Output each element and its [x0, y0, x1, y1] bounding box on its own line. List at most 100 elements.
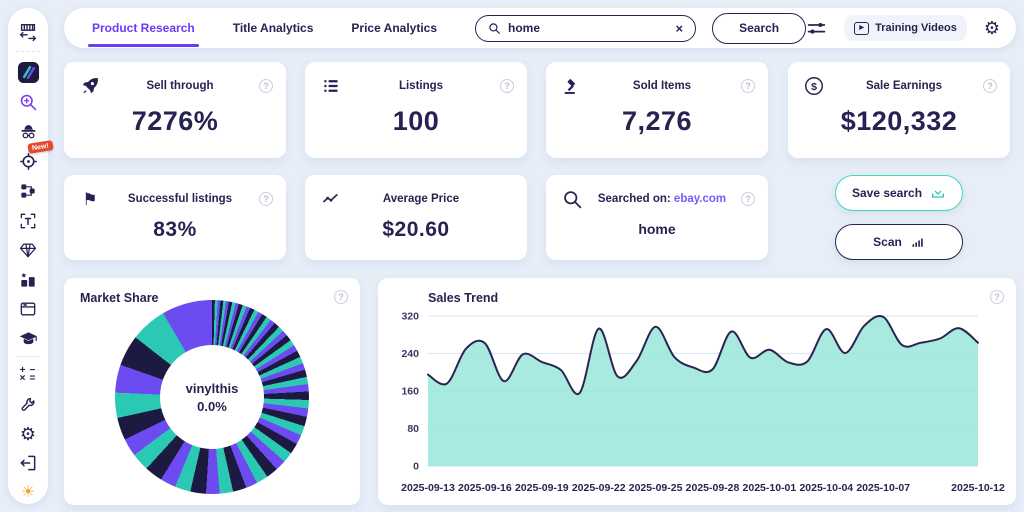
- sales-trend-card: Sales Trend 0 80 160 240 320 2025-09-13 2025-0…: [378, 278, 1016, 505]
- topbar: Product Research Title Analytics Price A…: [64, 8, 1016, 48]
- donut-center-value: 0.0%: [197, 398, 227, 414]
- topbar-right: ▶ Training Videos ⚙: [806, 15, 1000, 41]
- training-videos-label: Training Videos: [875, 22, 957, 34]
- bar-signal-icon: [910, 235, 925, 250]
- target-icon[interactable]: New!: [16, 140, 54, 172]
- trend-icon: [320, 188, 342, 210]
- stat-title: Average Price: [382, 193, 460, 205]
- stat-card-average-price: Average Price $20.60: [305, 175, 527, 260]
- storefront-expand-icon[interactable]: [16, 21, 40, 43]
- sales-trend-title: Sales Trend: [428, 291, 499, 305]
- donut-center-label: vinylthis: [185, 380, 239, 396]
- help-icon[interactable]: [500, 79, 514, 93]
- svg-text:2025-10-07: 2025-10-07: [856, 482, 910, 494]
- settings-icon[interactable]: ⚙: [19, 423, 37, 444]
- magnifier-icon: [561, 188, 583, 210]
- product-research-icon[interactable]: [16, 91, 40, 113]
- settings-gear-icon[interactable]: ⚙: [983, 18, 1000, 38]
- svg-text:2025-09-28: 2025-09-28: [686, 482, 740, 494]
- logout-icon[interactable]: [16, 452, 40, 474]
- svg-text:2025-09-25: 2025-09-25: [629, 482, 683, 494]
- svg-text:240: 240: [401, 348, 419, 360]
- ebay-link[interactable]: ebay.com: [673, 193, 727, 205]
- search-value: home: [508, 21, 541, 35]
- calculator-icon[interactable]: + − × =: [19, 364, 37, 384]
- play-icon: ▶: [854, 21, 870, 35]
- rail-divider: [16, 355, 40, 357]
- save-search-label: Save search: [851, 186, 923, 200]
- market-share-donut: vinylthis 0.0%: [115, 300, 309, 494]
- stat-title: Sold Items: [632, 80, 692, 92]
- help-icon[interactable]: [741, 79, 755, 93]
- listings-icon: [320, 75, 342, 97]
- help-icon[interactable]: [259, 79, 273, 93]
- stat-card-listings: Listings 100: [305, 62, 527, 158]
- new-badge: New!: [27, 140, 54, 155]
- save-search-button[interactable]: Save search: [835, 175, 963, 211]
- stat-value: $120,332: [840, 106, 958, 136]
- help-icon[interactable]: [259, 192, 273, 206]
- filters-icon[interactable]: [806, 18, 827, 39]
- svg-text:$: $: [811, 81, 817, 93]
- training-videos-button[interactable]: ▶ Training Videos: [844, 15, 967, 41]
- title-builder-icon[interactable]: [16, 209, 40, 231]
- stat-title: Successful listings: [127, 193, 233, 205]
- save-icon: [930, 185, 946, 201]
- tab-price-analytics[interactable]: Price Analytics: [351, 21, 438, 35]
- svg-text:160: 160: [401, 386, 419, 398]
- theme-sun-icon[interactable]: ☀: [20, 483, 36, 501]
- stat-value: 7276%: [131, 106, 219, 136]
- stat-value: 7,276: [621, 106, 693, 136]
- stat-card-sale-earnings: $ Sale Earnings $120,332: [788, 62, 1010, 158]
- tab-title-analytics[interactable]: Title Analytics: [232, 21, 314, 35]
- best-sellers-icon[interactable]: [16, 268, 40, 290]
- stat-card-successful-listings: ⚑ Successful listings 83%: [64, 175, 286, 260]
- tab-product-research[interactable]: Product Research: [88, 8, 199, 48]
- search-button[interactable]: Search: [712, 12, 807, 44]
- svg-text:2025-09-22: 2025-09-22: [572, 482, 626, 494]
- stat-card-searched-on: Searched on: ebay.com home: [546, 175, 768, 260]
- stat-value: $20.60: [382, 218, 450, 241]
- market-share-card: Market Share vinylthis 0.0%: [64, 278, 360, 505]
- svg-text:0: 0: [413, 461, 419, 473]
- category-flow-icon[interactable]: [16, 180, 40, 202]
- svg-text:2025-10-04: 2025-10-04: [799, 482, 853, 494]
- tools-icon[interactable]: [16, 393, 40, 415]
- market-share-title: Market Share: [80, 291, 159, 305]
- stat-title: Listings: [398, 80, 444, 92]
- stat-title: Searched on: ebay.com: [597, 193, 727, 205]
- stat-card-sold-items: Sold Items 7,276: [546, 62, 768, 158]
- stat-value: home: [638, 221, 676, 237]
- stat-title: Sell through: [146, 80, 214, 92]
- zik-logo[interactable]: [16, 61, 40, 84]
- svg-text:2025-10-01: 2025-10-01: [743, 482, 797, 494]
- stat-card-sell-through: Sell through 7276%: [64, 62, 286, 158]
- search-input[interactable]: home ×: [475, 14, 697, 42]
- competitor-research-icon[interactable]: [16, 121, 40, 143]
- sidebar: New!: [8, 8, 54, 504]
- svg-text:80: 80: [407, 423, 419, 435]
- help-icon[interactable]: [334, 290, 348, 304]
- help-icon[interactable]: [741, 192, 755, 206]
- svg-text:2025-09-19: 2025-09-19: [515, 482, 569, 494]
- clear-search-icon[interactable]: ×: [675, 20, 684, 36]
- svg-text:2025-10-12: 2025-10-12: [951, 482, 1005, 494]
- flag-icon: ⚑: [82, 189, 98, 209]
- stat-value: 100: [392, 106, 440, 136]
- help-icon[interactable]: [983, 79, 997, 93]
- svg-text:2025-09-13: 2025-09-13: [401, 482, 455, 494]
- gavel-icon: [561, 75, 583, 97]
- rocket-icon: [79, 75, 101, 97]
- scan-button[interactable]: Scan: [835, 224, 963, 260]
- svg-text:320: 320: [401, 311, 419, 323]
- scan-label: Scan: [873, 235, 902, 249]
- search-icon: [488, 22, 501, 35]
- browser-icon[interactable]: [16, 298, 40, 320]
- donut-center: vinylthis 0.0%: [160, 345, 264, 449]
- help-icon[interactable]: [990, 290, 1004, 304]
- gem-icon[interactable]: [16, 239, 40, 261]
- stat-value: 83%: [153, 218, 197, 241]
- academy-icon[interactable]: [16, 327, 40, 349]
- dollar-icon: $: [803, 75, 825, 97]
